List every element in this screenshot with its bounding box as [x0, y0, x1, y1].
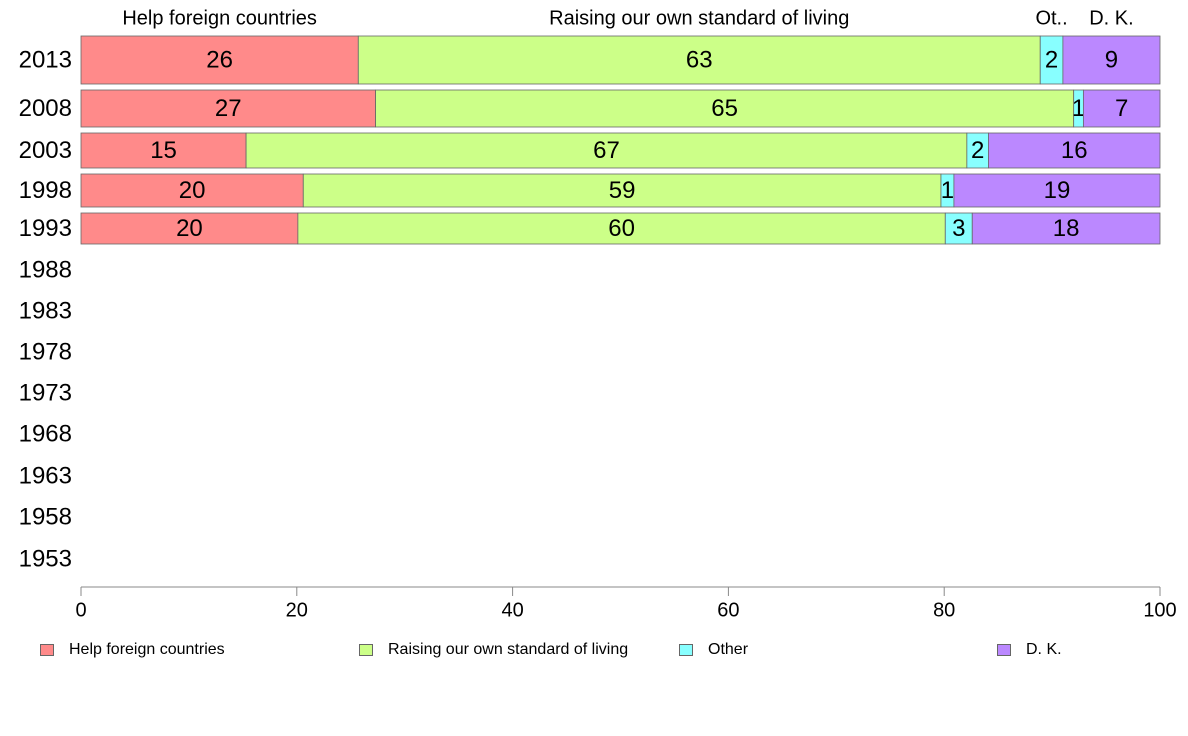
bar-segment — [245, 132, 968, 169]
x-tick-label: 20 — [286, 599, 308, 621]
bar-value-label: 2 — [1045, 46, 1058, 73]
bar-value-label: 20 — [176, 215, 203, 242]
legend-label: D. K. — [1026, 641, 1062, 658]
bar-value-label: 20 — [179, 177, 206, 204]
bar-segment — [375, 89, 1075, 128]
legend-label: Other — [708, 641, 749, 658]
y-tick-label: 2008 — [19, 95, 72, 122]
bar-segment — [971, 212, 1161, 245]
bar-value-label: 59 — [609, 177, 636, 204]
legend-swatch — [359, 644, 373, 656]
bar-segment — [80, 132, 247, 169]
y-tick-label: 1953 — [19, 545, 72, 572]
y-axis-labels: 2013 2008 2003 1998 1993 1988 1983 1978 1973 1968… — [19, 46, 72, 572]
y-tick-label: 1993 — [19, 215, 72, 242]
bar-segment — [80, 89, 376, 128]
bar-value-label: 27 — [215, 95, 242, 122]
bar-segment — [80, 212, 299, 245]
bar-value-label: 19 — [1044, 177, 1071, 204]
bar-segment — [953, 173, 1161, 208]
y-tick-label: 1963 — [19, 462, 72, 489]
stacked-bar-chart: Help foreign countries Raising our own st… — [19, 7, 1177, 621]
y-tick-label: 2013 — [19, 46, 72, 73]
y-tick-label: 1988 — [19, 256, 72, 283]
bar-segment — [988, 132, 1161, 169]
legend-label: Help foreign countries — [69, 641, 225, 658]
legend-swatch — [997, 644, 1011, 656]
bar-segment — [1062, 35, 1161, 85]
legend-swatch — [40, 644, 54, 656]
series-top-label: Help foreign countries — [122, 7, 317, 29]
bar-segment — [357, 35, 1041, 85]
bar-value-label: 3 — [952, 215, 965, 242]
bar-value-label: 67 — [593, 137, 620, 164]
x-axis: 0 20 40 60 80 100 — [75, 586, 1177, 621]
y-tick-label: 1983 — [19, 297, 72, 324]
bar-segment — [1082, 89, 1161, 128]
bar-value-label: 15 — [150, 137, 177, 164]
bar-value-label: 63 — [686, 46, 713, 73]
series-top-labels: Help foreign countries Raising our own st… — [122, 7, 1133, 29]
bar-segment — [944, 212, 973, 245]
y-tick-label: 1968 — [19, 420, 72, 447]
bar-value-label: 9 — [1105, 46, 1118, 73]
x-tick-label: 100 — [1143, 599, 1176, 621]
bar-value-label: 26 — [206, 46, 233, 73]
x-tick-label: 80 — [933, 599, 955, 621]
series-top-label: Raising our own standard of living — [549, 7, 849, 29]
y-tick-label: 2003 — [19, 137, 72, 164]
legend-item: D. K. — [997, 641, 1062, 659]
x-tick-label: 60 — [717, 599, 739, 621]
y-tick-label: 1958 — [19, 503, 72, 530]
legend-item: Other — [679, 641, 748, 659]
legend-item: Raising our own standard of living — [359, 641, 628, 659]
bar-value-label: 2 — [971, 137, 984, 164]
bar-value-label: 18 — [1053, 215, 1080, 242]
bar-segment — [297, 212, 946, 245]
legend: Help foreign countries Raising our own st… — [0, 641, 1188, 661]
bar-value-label: 65 — [711, 95, 738, 122]
bar-value-label: 1 — [1072, 95, 1085, 122]
bar-value-label: 7 — [1115, 95, 1128, 122]
y-tick-label: 1973 — [19, 379, 72, 406]
bars: 26 63 2 9 27 65 1 7 15 67 2 16 20 59 1 19 20 60 3 18 — [80, 35, 1161, 245]
legend-item: Help foreign countries — [40, 641, 225, 659]
series-top-label: Ot.. — [1035, 7, 1067, 29]
y-tick-label: 1978 — [19, 338, 72, 365]
x-tick-label: 0 — [75, 599, 86, 621]
legend-swatch — [679, 644, 693, 656]
x-tick-label: 40 — [501, 599, 523, 621]
bar-value-label: 16 — [1061, 137, 1088, 164]
bar-segment — [80, 35, 359, 85]
y-tick-label: 1998 — [19, 177, 72, 204]
bar-value-label: 60 — [608, 215, 635, 242]
bar-segment — [80, 173, 304, 208]
bar-value-label: 1 — [941, 177, 954, 204]
series-top-label: D. K. — [1089, 7, 1133, 29]
legend-label: Raising our own standard of living — [388, 641, 629, 658]
